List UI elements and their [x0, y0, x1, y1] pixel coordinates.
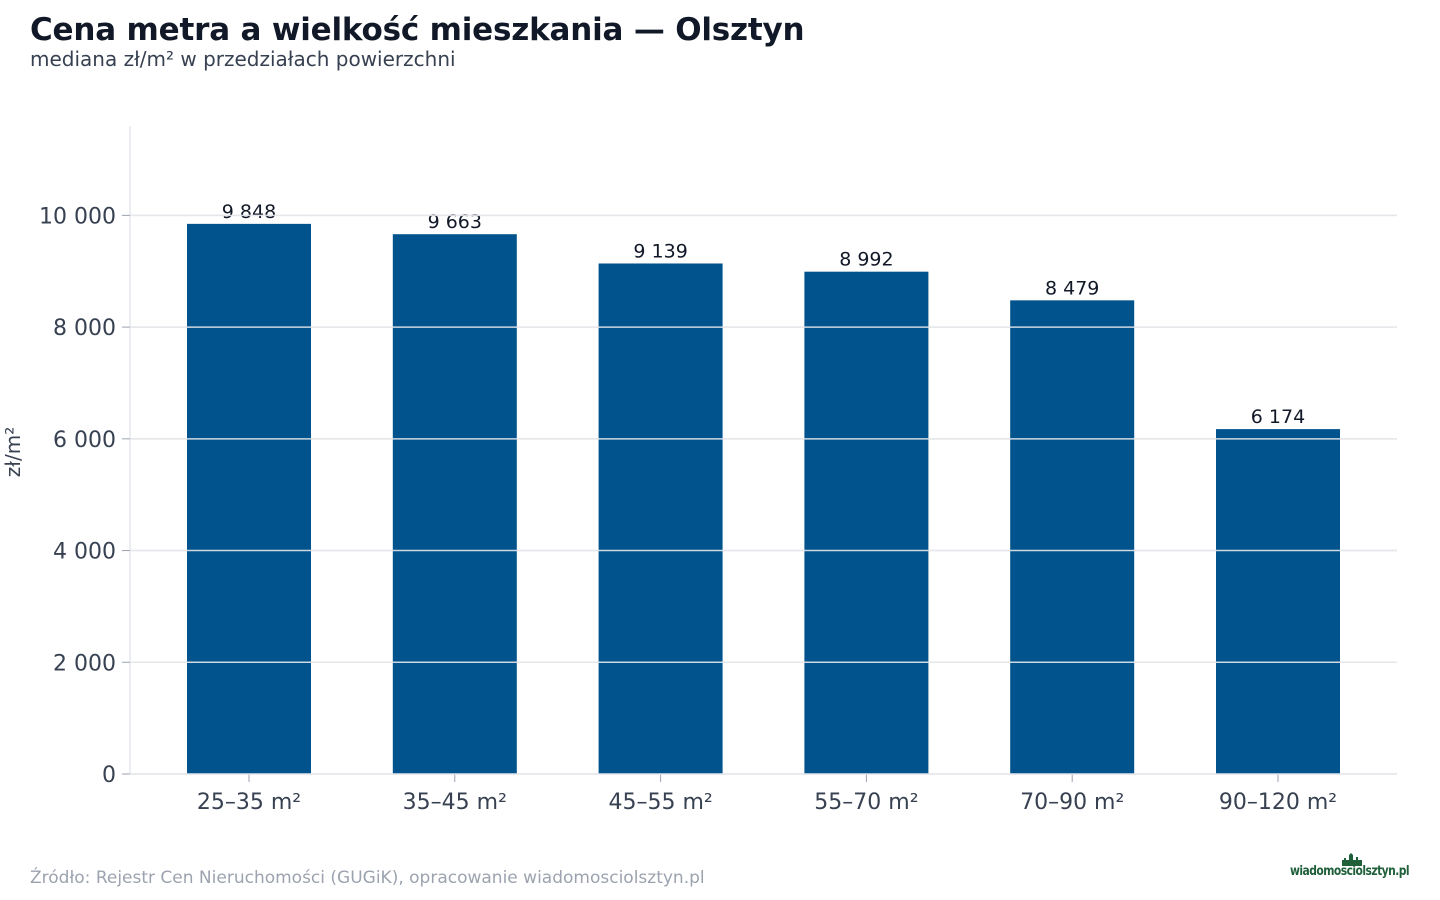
x-tick-label: 25–35 m² — [197, 790, 301, 815]
bar — [1216, 429, 1340, 774]
x-tick-label: 55–70 m² — [814, 790, 918, 815]
y-tick-label: 0 — [102, 763, 116, 788]
bar-value-label: 9 663 — [428, 211, 482, 233]
bar — [392, 234, 517, 774]
source-note: Źródło: Rejestr Cen Nieruchomości (GUGiK… — [30, 868, 705, 888]
bar-value-label: 9 139 — [633, 240, 687, 262]
y-tick-label: 4 000 — [53, 540, 116, 565]
y-tick-label: 8 000 — [53, 316, 116, 341]
bar — [1010, 300, 1135, 774]
bar-value-label: 9 848 — [222, 201, 276, 223]
y-tick-label: 10 000 — [39, 204, 116, 229]
x-tick-label: 35–45 m² — [403, 790, 507, 815]
y-tick-label: 6 000 — [53, 428, 116, 453]
y-tick-label: 2 000 — [53, 651, 116, 676]
chart-title: Cena metra a wielkość mieszkania — Olszt… — [30, 12, 805, 48]
castle-icon — [1342, 853, 1362, 866]
bar — [598, 263, 723, 774]
bar-value-label: 8 992 — [839, 249, 893, 271]
chart-subtitle: mediana zł/m² w przedziałach powierzchni — [30, 47, 456, 71]
brand-logo: wiadomosciolsztyn.pl — [1290, 850, 1410, 890]
x-tick-label: 70–90 m² — [1020, 790, 1124, 815]
y-axis-label: zł/m² — [1, 427, 25, 477]
logo-text: wiadomosciolsztyn.pl — [1290, 864, 1410, 879]
bar-value-label: 6 174 — [1251, 406, 1305, 428]
bar — [187, 223, 311, 774]
bar — [804, 271, 929, 774]
x-tick-label: 45–55 m² — [608, 790, 712, 815]
x-tick-label: 90–120 m² — [1219, 790, 1337, 815]
bar-value-label: 8 479 — [1045, 277, 1099, 299]
